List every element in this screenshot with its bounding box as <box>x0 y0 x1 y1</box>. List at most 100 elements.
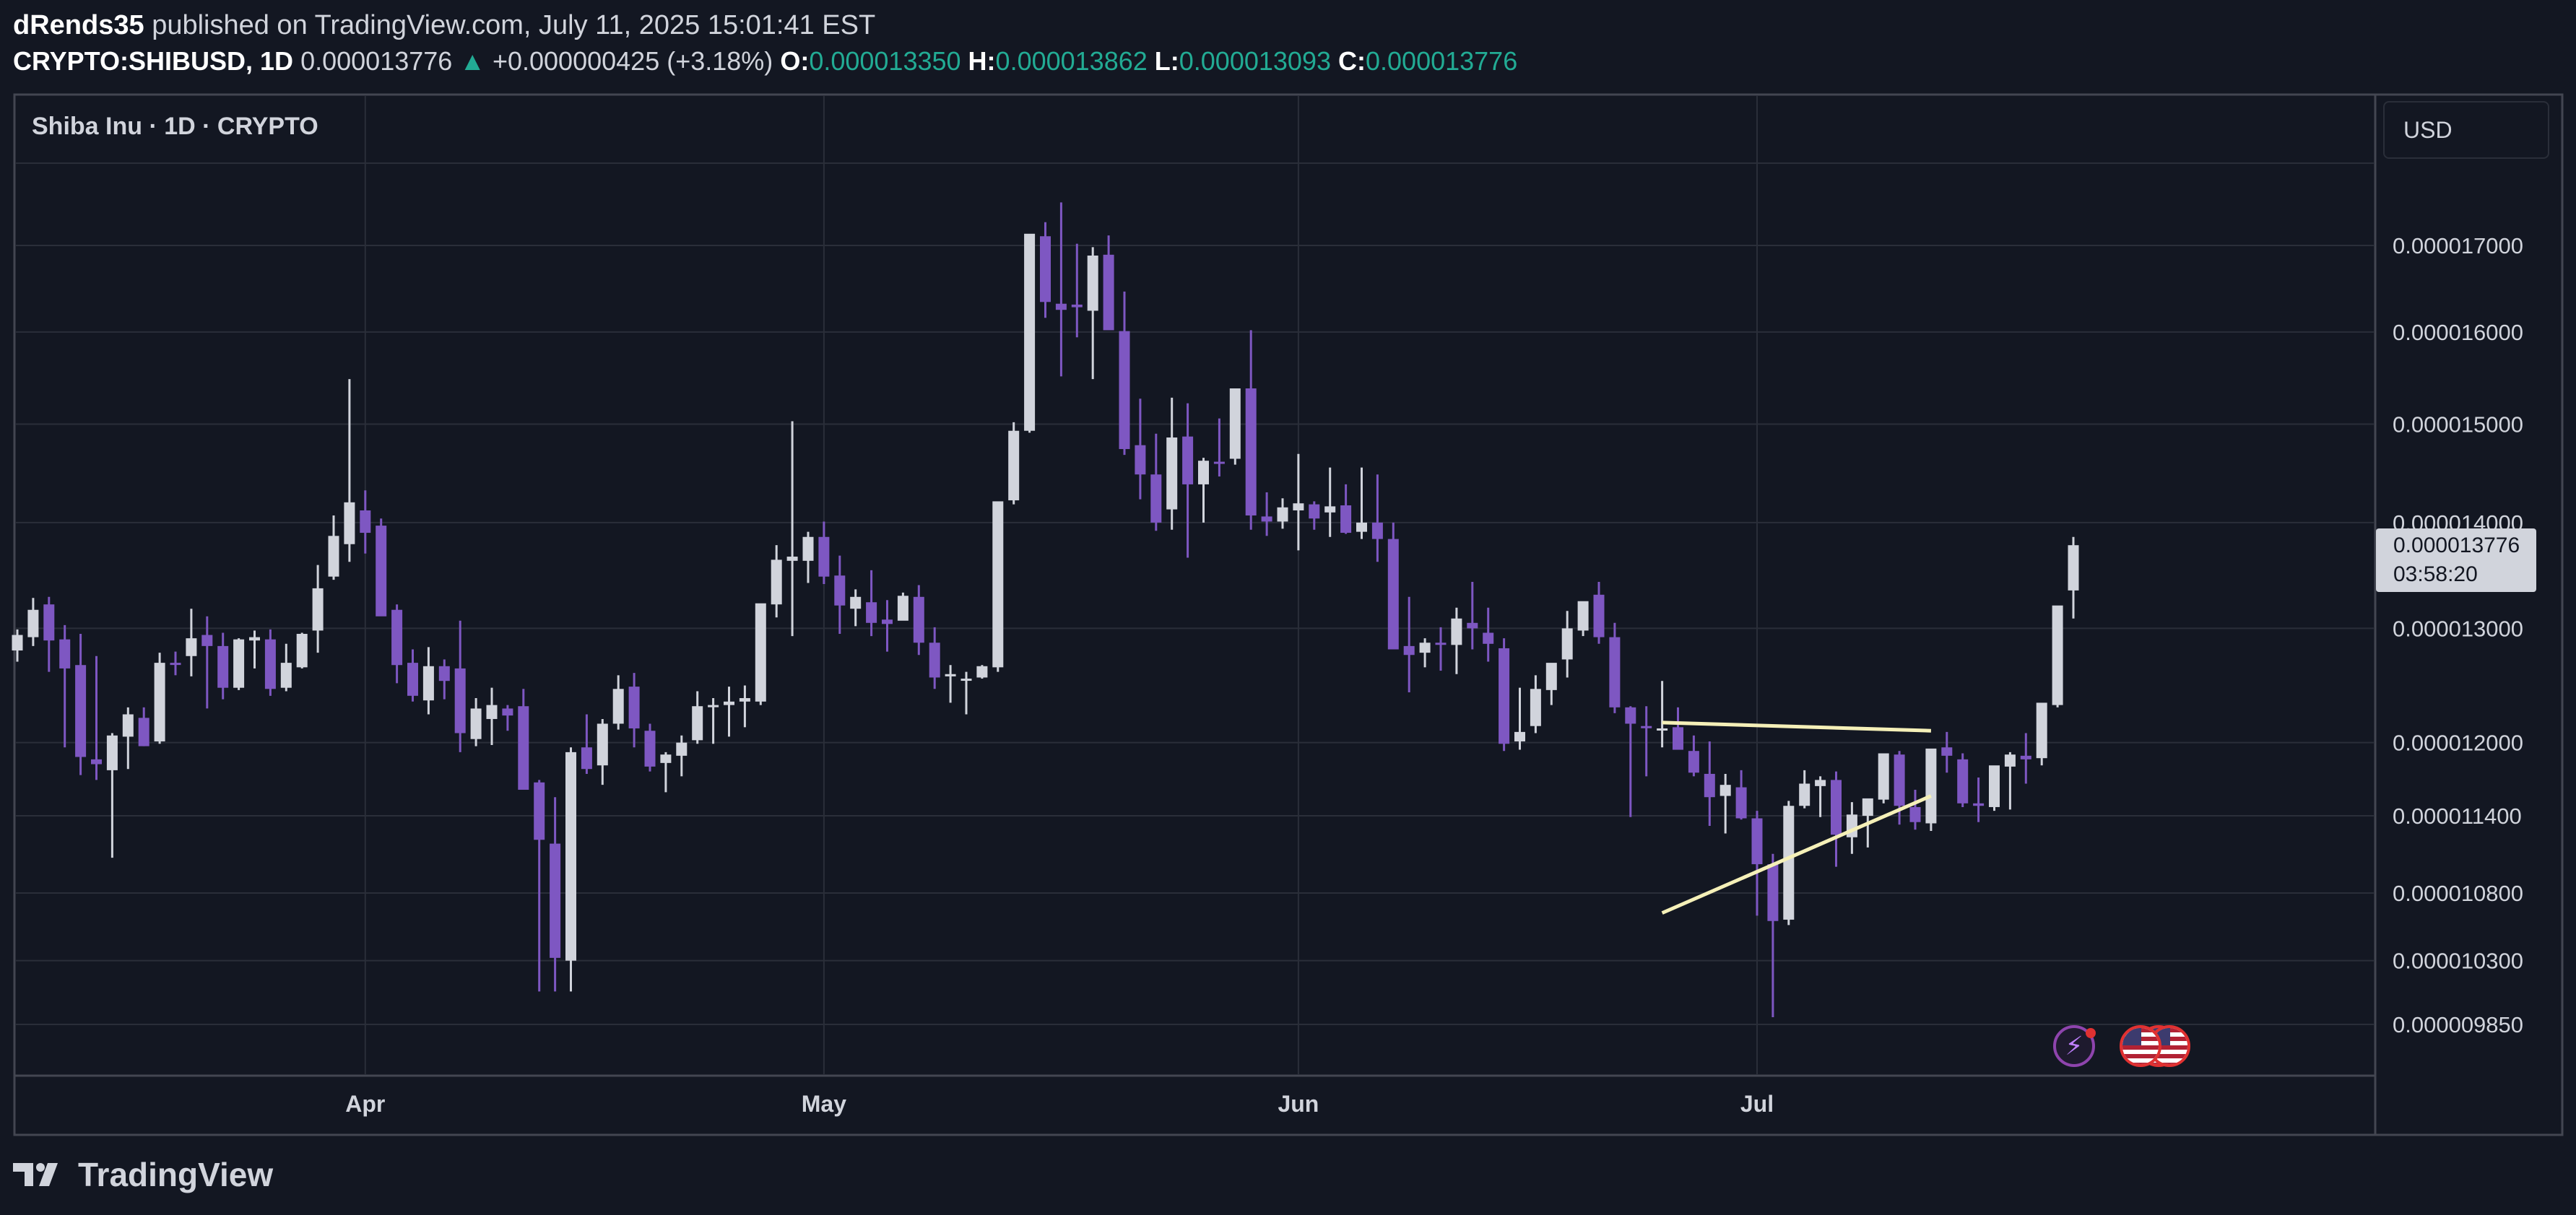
candle[interactable] <box>376 518 387 617</box>
candle[interactable] <box>724 687 734 737</box>
candle[interactable] <box>1055 202 1067 377</box>
candle[interactable] <box>834 555 846 635</box>
price-tick-label[interactable]: 0.000010300 <box>2393 949 2523 974</box>
candle[interactable] <box>1577 601 1589 637</box>
candle[interactable] <box>1815 776 1826 817</box>
candle[interactable] <box>1483 607 1494 662</box>
candle[interactable] <box>264 629 276 696</box>
symbol-label[interactable]: CRYPTO:SHIBUSD, 1D <box>13 46 294 76</box>
candle[interactable] <box>818 521 830 584</box>
candle[interactable] <box>344 379 355 562</box>
currency-button[interactable]: USD <box>2383 101 2549 159</box>
candle[interactable] <box>1704 741 1715 826</box>
month-tick-label[interactable]: May <box>802 1091 846 1117</box>
candle[interactable] <box>502 705 513 731</box>
candle[interactable] <box>1767 853 1779 1017</box>
candle[interactable] <box>312 565 324 653</box>
candle[interactable] <box>1229 388 1241 465</box>
candle[interactable] <box>1245 330 1257 530</box>
candle[interactable] <box>217 632 229 700</box>
candle[interactable] <box>882 600 893 652</box>
candle[interactable] <box>2068 536 2079 619</box>
candle[interactable] <box>1499 638 1510 752</box>
candle[interactable] <box>186 609 197 676</box>
candle[interactable] <box>454 620 466 752</box>
candle[interactable] <box>1641 706 1652 777</box>
candle[interactable] <box>1024 233 1036 433</box>
candle[interactable] <box>1309 501 1320 530</box>
candle[interactable] <box>628 673 640 748</box>
candle[interactable] <box>170 651 181 676</box>
price-axis-labels[interactable]: 0.000017000 0.000016000 0.000015000 0.00001… <box>2393 233 2523 1037</box>
candle[interactable] <box>660 752 672 793</box>
candle[interactable] <box>1894 751 1905 825</box>
candle[interactable] <box>1657 681 1668 748</box>
candle[interactable] <box>422 647 434 715</box>
candle[interactable] <box>866 570 877 637</box>
candle[interactable] <box>581 714 592 774</box>
candle[interactable] <box>1467 582 1478 650</box>
candle[interactable] <box>1751 811 1763 916</box>
candle[interactable] <box>1198 458 1209 523</box>
price-tick-label[interactable]: 0.000010800 <box>2393 881 2523 906</box>
candle[interactable] <box>1182 403 1194 558</box>
candle[interactable] <box>692 691 703 744</box>
candle[interactable] <box>913 585 924 656</box>
candle[interactable] <box>945 665 956 703</box>
candle[interactable] <box>138 707 149 746</box>
candle[interactable] <box>27 598 39 646</box>
month-tick-label[interactable]: Apr <box>345 1091 385 1117</box>
candle[interactable] <box>739 685 750 728</box>
candle[interactable] <box>1356 467 1367 539</box>
candle[interactable] <box>2052 605 2063 707</box>
candle[interactable] <box>1593 582 1605 644</box>
candle[interactable] <box>1530 675 1541 733</box>
candle[interactable] <box>1688 735 1699 777</box>
price-tick-label[interactable]: 0.000011400 <box>2393 804 2522 829</box>
candle[interactable] <box>106 733 118 858</box>
candle[interactable] <box>1925 748 1937 831</box>
candle[interactable] <box>1561 611 1573 678</box>
candle[interactable] <box>91 656 102 780</box>
price-tick-label[interactable]: 0.000016000 <box>2393 320 2523 345</box>
candle[interactable] <box>1135 399 1146 500</box>
candle[interactable] <box>328 515 339 580</box>
candle[interactable] <box>1403 596 1415 693</box>
candle[interactable] <box>755 603 766 705</box>
candle[interactable] <box>597 718 608 785</box>
candle[interactable] <box>122 707 134 770</box>
candle[interactable] <box>612 675 624 730</box>
price-tick-label[interactable]: 0.000017000 <box>2393 233 2523 258</box>
candle[interactable] <box>1150 433 1162 531</box>
candle[interactable] <box>1909 789 1921 830</box>
candle[interactable] <box>1719 773 1731 834</box>
candle[interactable] <box>534 780 545 992</box>
price-tick-label[interactable]: 0.000013000 <box>2393 616 2523 641</box>
candle[interactable] <box>565 747 576 992</box>
candle[interactable] <box>1293 453 1304 551</box>
candle[interactable] <box>1862 798 1873 848</box>
candle[interactable] <box>802 531 814 583</box>
candle[interactable] <box>1735 770 1747 820</box>
candle[interactable] <box>992 501 1004 672</box>
candle[interactable] <box>1119 291 1130 456</box>
candle[interactable] <box>518 689 529 790</box>
candle[interactable] <box>550 797 561 992</box>
price-tick-label[interactable]: 0.000009850 <box>2393 1012 2523 1037</box>
candle[interactable] <box>1213 418 1225 476</box>
candle[interactable] <box>391 604 403 684</box>
candle[interactable] <box>1609 622 1621 713</box>
month-tick-label[interactable]: Jul <box>1740 1091 1774 1117</box>
candle[interactable] <box>2004 752 2016 810</box>
trendlines[interactable] <box>1661 720 1932 915</box>
candle[interactable] <box>1941 731 1953 773</box>
candle[interactable] <box>1008 422 1020 505</box>
candle[interactable] <box>1831 771 1842 867</box>
candle[interactable] <box>201 616 213 709</box>
candle[interactable] <box>1324 467 1336 537</box>
month-tick-label[interactable]: Jun <box>1278 1091 1319 1117</box>
candle[interactable] <box>1989 765 2000 811</box>
author-name[interactable]: dRends35 <box>13 10 144 40</box>
candle[interactable] <box>470 698 482 746</box>
